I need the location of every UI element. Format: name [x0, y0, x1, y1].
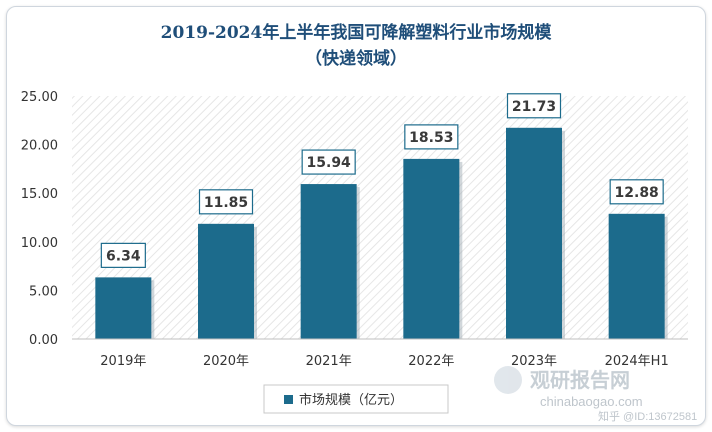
- data-label-box: [506, 93, 562, 119]
- x-tick-label: 2020年: [203, 354, 249, 369]
- data-label-box: [198, 189, 254, 215]
- chart-title: 2019-2024年上半年我国可降解塑料行业市场规模: [160, 23, 552, 43]
- x-tick-label: 2024年H1: [605, 354, 669, 369]
- watermark-id: 知乎 @ID:13672581: [598, 409, 697, 423]
- bar: [608, 213, 665, 339]
- data-label-box: [609, 179, 664, 205]
- x-tick-label: 2023年: [511, 354, 557, 369]
- legend: 市场规模（亿元）: [263, 384, 449, 414]
- data-label: 12.88: [615, 185, 659, 201]
- bar: [95, 277, 152, 339]
- bar: [300, 184, 357, 339]
- data-label: 11.85: [204, 195, 248, 211]
- data-label: 15.94: [307, 155, 352, 171]
- x-tick-label: 2021年: [306, 354, 352, 369]
- watermark-brand: 观研报告网: [530, 368, 630, 392]
- data-label: 21.73: [512, 99, 556, 115]
- y-tick-label: 0.00: [29, 333, 58, 348]
- y-tick-label: 15.00: [21, 187, 58, 202]
- y-tick-label: 10.00: [21, 236, 58, 251]
- legend-label: 市场规模（亿元）: [299, 392, 403, 408]
- x-tick-label: 2022年: [408, 354, 454, 369]
- watermark-site: chinabaogao.com: [540, 394, 643, 409]
- legend-swatch: [284, 395, 293, 404]
- data-label-box: [404, 124, 459, 150]
- y-tick-label: 5.00: [29, 284, 58, 299]
- plot-area: [72, 96, 688, 339]
- bar: [506, 127, 562, 340]
- chart-subtitle: （快递领域）: [305, 49, 407, 69]
- y-tick-label: 25.00: [21, 90, 58, 105]
- watermark: 观研报告网 chinabaogao.com 知乎 @ID:13672581: [494, 366, 697, 423]
- data-label-box: [301, 149, 356, 175]
- watermark-logo-icon: [494, 366, 522, 394]
- data-label: 18.53: [409, 130, 453, 146]
- x-tick-label: 2019年: [100, 354, 146, 369]
- y-tick-label: 20.00: [21, 139, 58, 154]
- legend-box: [263, 384, 449, 414]
- bar: [198, 223, 254, 339]
- data-label: 6.34: [106, 248, 141, 264]
- bar: [403, 158, 460, 339]
- data-label-box: [100, 242, 146, 268]
